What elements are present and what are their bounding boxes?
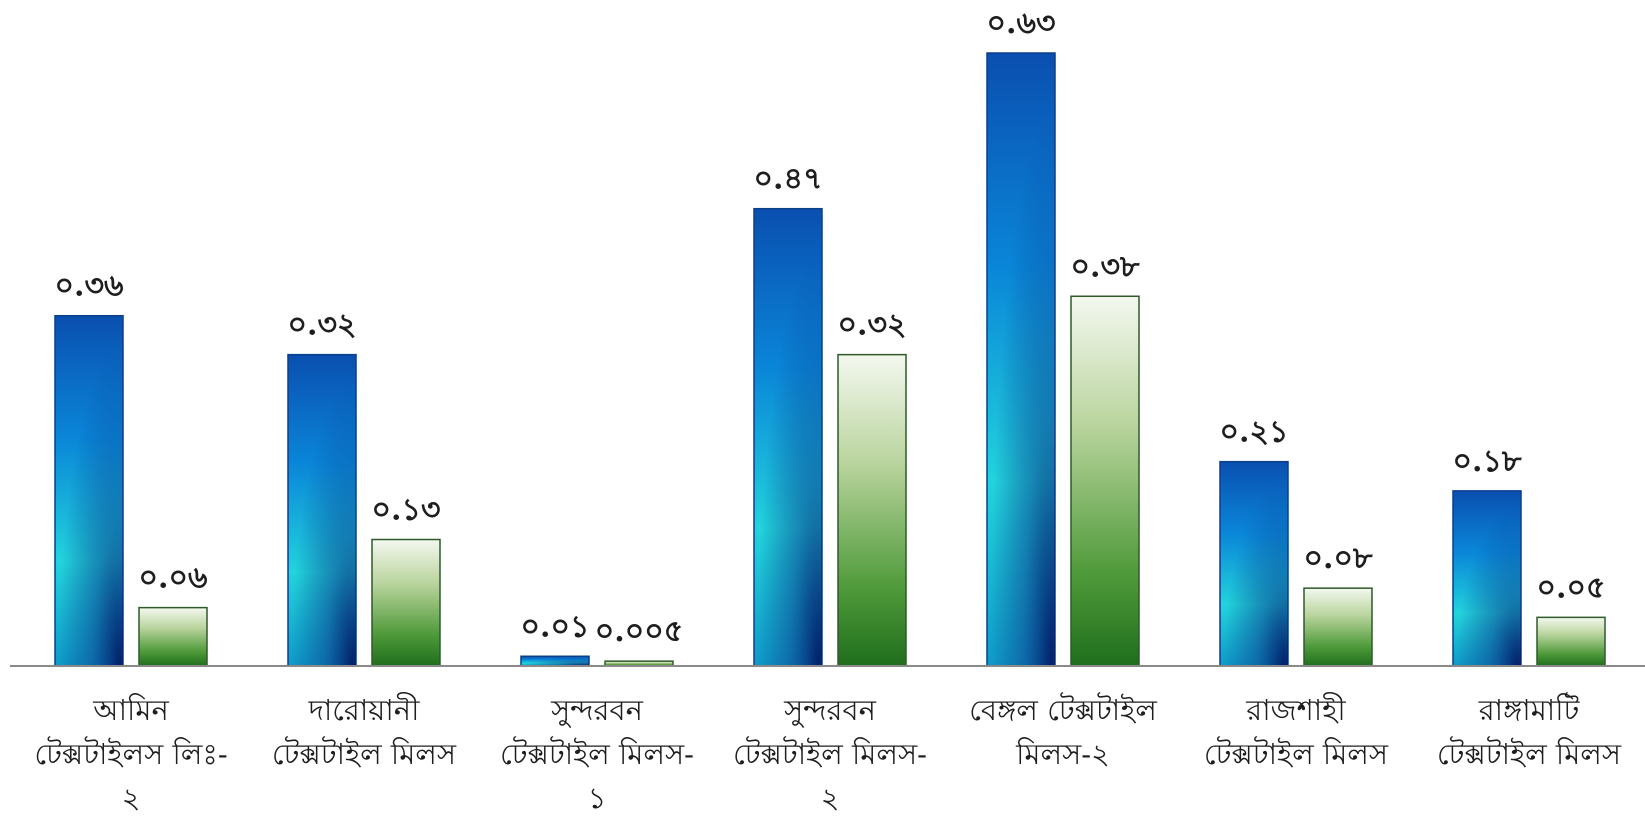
data-label-series1-cat6: ০.২১ (1220, 415, 1289, 450)
bar-shading-cat6 (1220, 461, 1288, 666)
data-label-series2-cat1: ০.০৬ (139, 561, 208, 596)
bar-series2-cat4 (837, 353, 907, 667)
data-label-series2-cat2: ০.১৩ (372, 493, 441, 528)
category-label-line: মিলস-২ (1015, 737, 1110, 771)
data-label-series1-cat4: ০.৪৭ (754, 162, 823, 197)
category-label-4: সুন্দরবন টেক্সটাইল মিলস- ২ (733, 693, 927, 815)
category-label-6: রাজশাহী টেক্সটাইল মিলস (1204, 692, 1389, 771)
labels-layer: ০.৩৬ ০.০৬ আমিন টেক্সটাইলস লিঃ- ২ ০.৩২ ০.১৩ দারো… (34, 6, 1622, 815)
category-label-1: আমিন টেক্সটাইলস লিঃ- ২ (34, 693, 227, 815)
data-label-series1-cat7: ০.১৮ (1453, 444, 1522, 479)
bar-shading-cat5 (987, 53, 1055, 666)
category-label-3: সুন্দরবন টেক্সটাইল মিলস- ১ (500, 693, 694, 815)
bar-shading-cat4 (754, 208, 822, 666)
data-label-series1-cat1: ০.৩৬ (55, 269, 124, 304)
category-label-line: রাজশাহী (1245, 692, 1346, 727)
category-label-line: টেক্সটাইল মিলস- (500, 736, 694, 771)
category-label-line: ২ (821, 781, 840, 815)
category-label-2: দারোয়ানী টেক্সটাইল মিলস (272, 692, 457, 771)
data-label-series2-cat7: ০.০৫ (1537, 570, 1606, 605)
data-label-series2-cat3: ০.০০৫ (595, 614, 683, 649)
bar-shading-cat3 (521, 656, 589, 666)
category-label-line: বেঙ্গল টেক্সটাইল (969, 692, 1157, 727)
data-label-series2-cat4: ০.৩২ (838, 308, 907, 343)
data-label-series2-cat6: ০.০৮ (1304, 541, 1373, 576)
category-label-line: টেক্সটাইল মিলস (1437, 736, 1622, 771)
bar-series2-cat5 (1070, 295, 1140, 667)
category-label-line: আমিন (92, 693, 169, 727)
category-label-line: ২ (122, 781, 141, 815)
bar-series2-cat2 (371, 538, 441, 667)
data-label-series1-cat3: ০.০১ (521, 609, 590, 644)
category-label-line: রাঙ্গামাটি (1478, 692, 1581, 727)
category-label-line: সুন্দরবন (550, 693, 644, 728)
bar-shading-cat7 (1453, 490, 1521, 666)
data-label-series1-cat2: ০.৩২ (288, 308, 357, 343)
category-label-line: টেক্সটাইল মিলস- (733, 736, 927, 771)
category-label-line: ১ (588, 781, 607, 815)
category-label-line: টেক্সটাইল মিলস (1204, 736, 1389, 771)
bars-layer (54, 52, 1606, 667)
bar-series2-cat1 (138, 606, 208, 667)
data-label-series2-cat5: ০.৩৮ (1071, 249, 1140, 284)
bar-series2-cat6 (1303, 587, 1373, 667)
bar-shading-cat2 (288, 354, 356, 666)
category-label-line: দারোয়ানী (308, 692, 420, 727)
category-label-5: বেঙ্গল টেক্সটাইল মিলস-২ (969, 692, 1157, 771)
bar-series2-cat7 (1536, 616, 1606, 667)
category-label-line: টেক্সটাইল মিলস (272, 736, 457, 771)
category-label-line: সুন্দরবন (783, 693, 877, 728)
category-label-7: রাঙ্গামাটি টেক্সটাইল মিলস (1437, 692, 1622, 771)
data-label-series1-cat5: ০.৬৩ (987, 6, 1056, 41)
category-label-line: টেক্সটাইলস লিঃ- (34, 736, 227, 771)
bar-shading-cat1 (55, 315, 123, 666)
